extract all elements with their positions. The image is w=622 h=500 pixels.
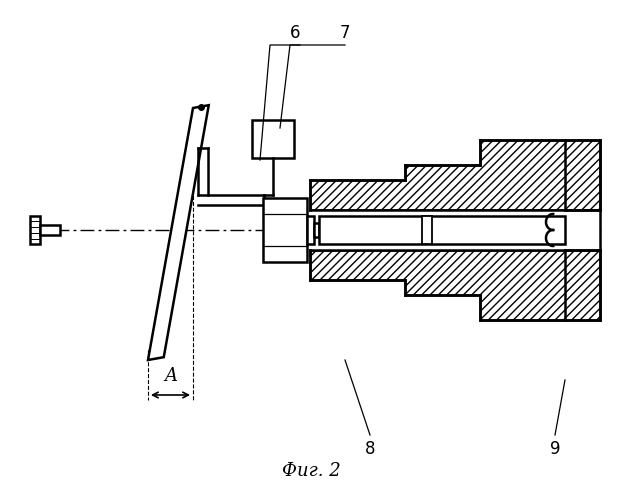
- Polygon shape: [310, 140, 600, 210]
- Polygon shape: [148, 105, 209, 360]
- Polygon shape: [310, 250, 600, 320]
- Text: A: A: [164, 367, 177, 385]
- Bar: [263, 198, 307, 262]
- Bar: [314, 223, 319, 237]
- Text: Фиг. 2: Фиг. 2: [282, 462, 340, 480]
- Text: 6: 6: [290, 24, 300, 42]
- Bar: [310, 210, 600, 250]
- Text: 9: 9: [550, 440, 560, 458]
- Text: 8: 8: [364, 440, 375, 458]
- Bar: [252, 120, 294, 158]
- Bar: [307, 216, 314, 244]
- Bar: [422, 216, 432, 244]
- Bar: [30, 216, 40, 244]
- Bar: [319, 216, 565, 244]
- Text: 7: 7: [340, 24, 350, 42]
- Bar: [40, 225, 60, 235]
